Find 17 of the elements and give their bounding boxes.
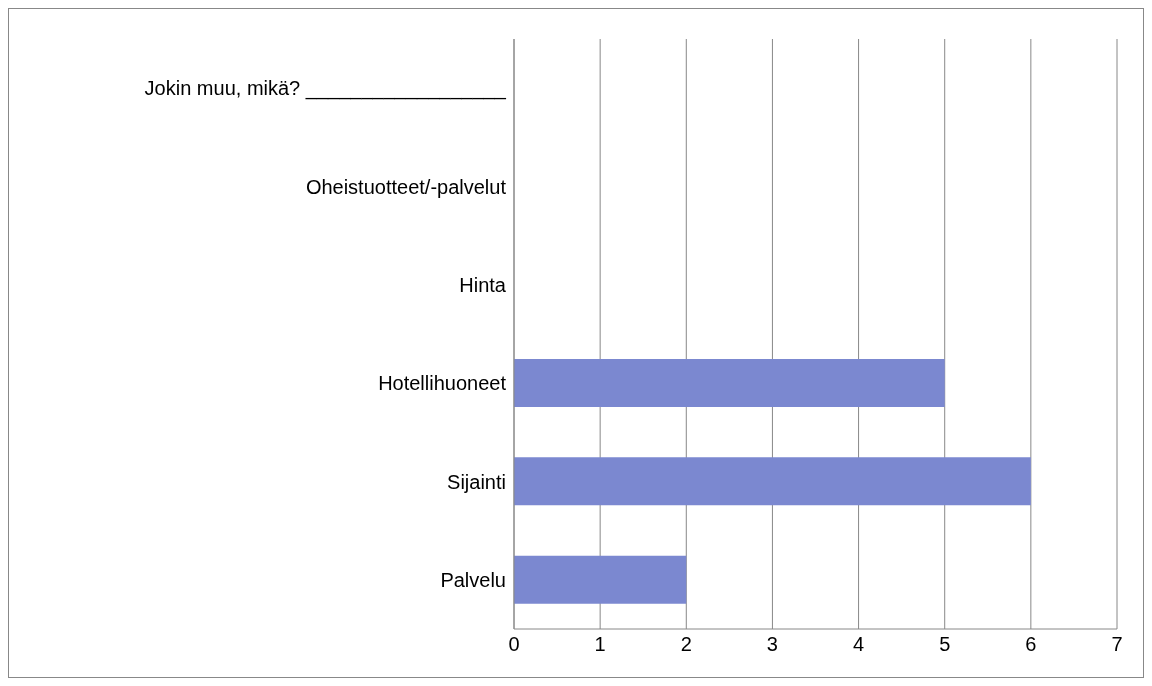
x-tick-label: 3 bbox=[766, 633, 778, 656]
x-tick-label: 1 bbox=[594, 633, 606, 656]
y-tick-label: Jokin muu, mikä? __________________ bbox=[144, 77, 507, 101]
x-tick-label: 2 bbox=[680, 633, 692, 656]
y-tick-label: Sijainti bbox=[447, 470, 506, 493]
x-tick-label: 4 bbox=[853, 633, 865, 656]
y-tick-label: Palvelu bbox=[440, 568, 506, 591]
x-tick-label: 0 bbox=[508, 633, 520, 656]
y-tick-label: Oheistuotteet/-palvelut bbox=[305, 175, 507, 198]
bar bbox=[514, 359, 945, 407]
x-tick-label: 6 bbox=[1025, 633, 1037, 656]
y-tick-label: Hotellihuoneet bbox=[378, 372, 507, 395]
x-tick-label: 7 bbox=[1111, 633, 1123, 656]
bar bbox=[514, 555, 687, 604]
y-tick-label: Hinta bbox=[459, 273, 507, 296]
bar bbox=[514, 457, 1031, 506]
x-tick-label: 5 bbox=[939, 633, 951, 656]
